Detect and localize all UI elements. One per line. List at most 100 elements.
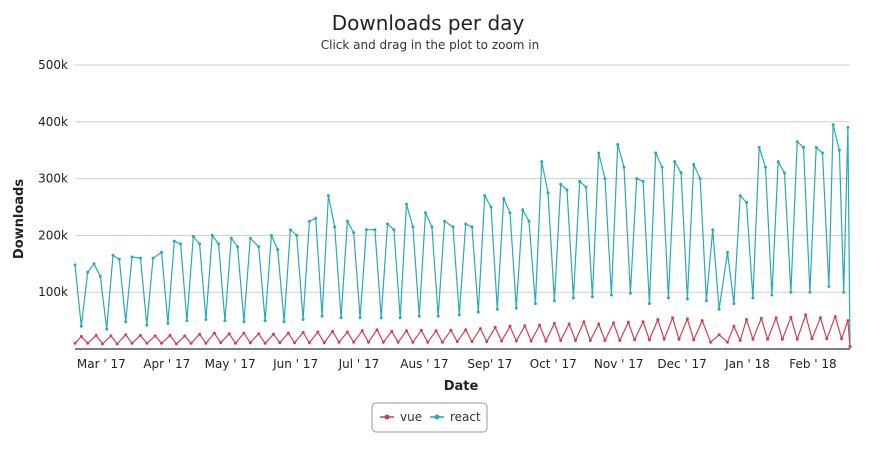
vue-point — [160, 341, 164, 345]
react-point — [609, 293, 613, 297]
react-point — [443, 219, 447, 223]
react-point — [745, 201, 748, 204]
react-point — [692, 162, 696, 166]
react-point — [546, 191, 550, 195]
x-tick-label: May ' 17 — [205, 357, 256, 371]
react-point — [373, 228, 377, 232]
vue-point — [352, 340, 356, 344]
vue-point — [810, 337, 814, 341]
vue-point — [529, 339, 533, 343]
react-point — [288, 228, 292, 232]
react-point — [98, 274, 102, 278]
legend-label-react: react — [450, 410, 481, 424]
x-tick-label: Jul ' 17 — [338, 357, 380, 371]
vue-point — [337, 340, 341, 344]
vue-point — [248, 341, 252, 345]
react-point — [204, 318, 208, 321]
x-tick-label: Jan ' 18 — [724, 357, 770, 371]
vue-point — [360, 329, 364, 333]
react-point — [603, 177, 607, 181]
vue-point — [455, 340, 459, 344]
react-point — [151, 256, 155, 260]
react-point — [717, 307, 721, 311]
react-point — [424, 211, 427, 215]
react-point — [352, 231, 356, 235]
react-point — [105, 327, 109, 331]
vue-point — [485, 340, 489, 344]
react-point — [358, 316, 362, 320]
react-point — [295, 233, 299, 237]
react-point — [172, 239, 176, 243]
react-point — [837, 148, 841, 152]
vue-point — [726, 340, 729, 344]
vue-point — [153, 334, 157, 338]
react-point — [685, 297, 689, 301]
vue-point — [804, 313, 808, 317]
vue-point — [139, 333, 142, 337]
react-point — [179, 242, 183, 246]
vue-point — [582, 320, 586, 324]
react-point — [301, 318, 305, 321]
react-point — [79, 324, 83, 328]
vue-point — [818, 316, 822, 320]
vue-point — [101, 342, 104, 346]
vue-point — [94, 333, 98, 337]
legend: vue react — [371, 402, 488, 433]
react-point — [565, 188, 569, 192]
react-point — [552, 299, 556, 303]
react-point — [326, 194, 330, 198]
vue-point — [168, 333, 172, 337]
react-point — [217, 242, 221, 246]
vue-point — [426, 340, 430, 344]
react-point — [751, 296, 755, 300]
vue-point — [523, 324, 527, 328]
vue-point — [434, 329, 438, 333]
react-point — [514, 306, 518, 310]
y-axis-title: Downloads — [12, 179, 27, 259]
grid-lines — [75, 64, 850, 293]
react-point — [660, 165, 664, 169]
x-tick-label: Aus ' 17 — [400, 357, 448, 371]
react-point — [130, 255, 134, 259]
react-point — [628, 291, 632, 295]
react-point — [578, 179, 582, 183]
vue-point — [470, 340, 474, 344]
react-point — [73, 263, 77, 267]
vue-point — [588, 339, 592, 342]
react-point — [229, 236, 233, 240]
vue-point — [493, 325, 497, 329]
chart-title: Downloads per day — [332, 11, 525, 35]
y-tick-label: 200k — [38, 228, 68, 242]
react-point — [584, 185, 588, 189]
react-point — [269, 233, 273, 237]
y-tick-label: 100k — [38, 285, 68, 299]
vue-point — [514, 339, 518, 343]
plot-area[interactable] — [73, 123, 852, 349]
vue-point — [464, 328, 468, 332]
react-point — [139, 256, 142, 260]
vue-point — [840, 337, 844, 341]
react-point — [345, 219, 349, 223]
vue-point — [293, 341, 297, 345]
vue-point — [375, 328, 379, 332]
react-point — [757, 145, 761, 149]
react-point — [527, 219, 531, 223]
react-point — [802, 145, 805, 149]
vue-point — [73, 341, 77, 345]
vue-point — [795, 337, 799, 341]
react-point — [776, 160, 780, 164]
x-axis-title: Date — [444, 379, 479, 394]
react-point — [559, 182, 563, 186]
vue-point — [774, 316, 778, 320]
vue-point — [189, 341, 193, 345]
vue-point — [633, 338, 637, 342]
react-point — [738, 194, 742, 198]
react-point — [808, 290, 812, 294]
react-point — [282, 320, 286, 324]
react-point — [276, 248, 280, 252]
react-point — [263, 319, 267, 323]
vue-point — [219, 341, 223, 345]
x-tick-label: Apr ' 17 — [143, 357, 190, 371]
vue-point — [738, 339, 742, 342]
